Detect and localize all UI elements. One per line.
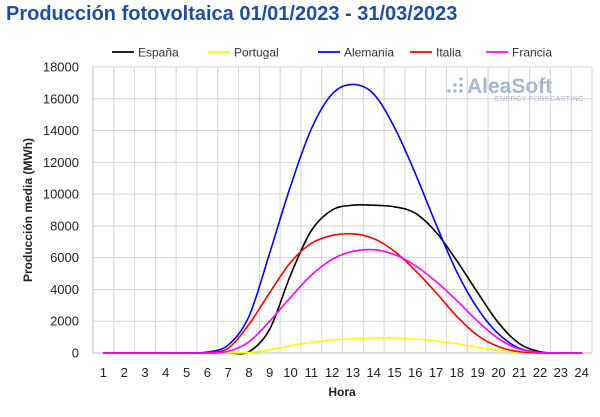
x-tick-label: 10 bbox=[283, 365, 297, 380]
y-tick-label: 10000 bbox=[43, 187, 79, 202]
legend: España Portugal Alemania Italia Francia bbox=[112, 46, 552, 60]
x-axis-title: Hora bbox=[328, 385, 356, 399]
series-line-francia bbox=[102, 248, 583, 354]
x-tick-label: 2 bbox=[121, 365, 128, 380]
legend-label: Francia bbox=[512, 46, 552, 60]
x-tick-label: 7 bbox=[225, 365, 232, 380]
y-tick-label: 2000 bbox=[50, 314, 79, 329]
x-tick-label: 6 bbox=[204, 365, 211, 380]
x-tick-label: 17 bbox=[429, 365, 443, 380]
x-tick-label: 12 bbox=[325, 365, 339, 380]
y-axis-title: Producción media (MWh) bbox=[21, 138, 35, 282]
y-tick-label: 18000 bbox=[43, 60, 79, 75]
y-tick-label: 14000 bbox=[43, 123, 79, 138]
x-tick-label: 19 bbox=[470, 365, 484, 380]
logo-tagline: ENERGY FORECASTING bbox=[495, 96, 584, 103]
logo-dots-icon bbox=[447, 77, 463, 93]
x-tick-label: 11 bbox=[305, 365, 319, 380]
y-tick-label: 4000 bbox=[50, 282, 79, 297]
x-tick-label: 9 bbox=[266, 365, 273, 380]
logo-brand: AleaSoft bbox=[467, 75, 552, 98]
x-tick-label: 5 bbox=[183, 365, 190, 380]
x-tick-label: 15 bbox=[387, 365, 401, 380]
x-tick-label: 8 bbox=[245, 365, 252, 380]
x-tick-label: 20 bbox=[491, 365, 505, 380]
legend-label: Portugal bbox=[234, 46, 279, 60]
x-tick-label: 18 bbox=[450, 365, 464, 380]
y-tick-label: 16000 bbox=[43, 91, 79, 106]
y-tick-label: 8000 bbox=[50, 218, 79, 233]
x-tick-label: 16 bbox=[408, 365, 422, 380]
x-tick-label: 4 bbox=[162, 365, 169, 380]
aleasoft-logo: AleaSoft ENERGY FORECASTING bbox=[447, 75, 584, 103]
chart-title: Producción fotovoltaica 01/01/2023 - 31/… bbox=[6, 3, 458, 25]
x-tick-label: 23 bbox=[554, 365, 568, 380]
y-tick-label: 12000 bbox=[43, 155, 79, 170]
legend-label: España bbox=[138, 46, 179, 60]
x-tick-label: 13 bbox=[346, 365, 360, 380]
legend-label: Alemania bbox=[344, 46, 394, 60]
y-tick-label: 0 bbox=[72, 346, 79, 361]
x-tick-label: 21 bbox=[512, 365, 526, 380]
legend-label: Italia bbox=[436, 46, 462, 60]
x-tick-label: 1 bbox=[100, 365, 107, 380]
series bbox=[102, 83, 583, 355]
grid bbox=[92, 66, 593, 354]
x-tick-label: 14 bbox=[366, 365, 380, 380]
axes: 0 2000 4000 6000 8000 10000 12000 14000 16000 180… bbox=[43, 60, 592, 380]
y-tick-label: 6000 bbox=[50, 250, 79, 265]
x-tick-label: 24 bbox=[574, 365, 588, 380]
x-tick-label: 22 bbox=[533, 365, 547, 380]
x-tick-label: 3 bbox=[141, 365, 148, 380]
